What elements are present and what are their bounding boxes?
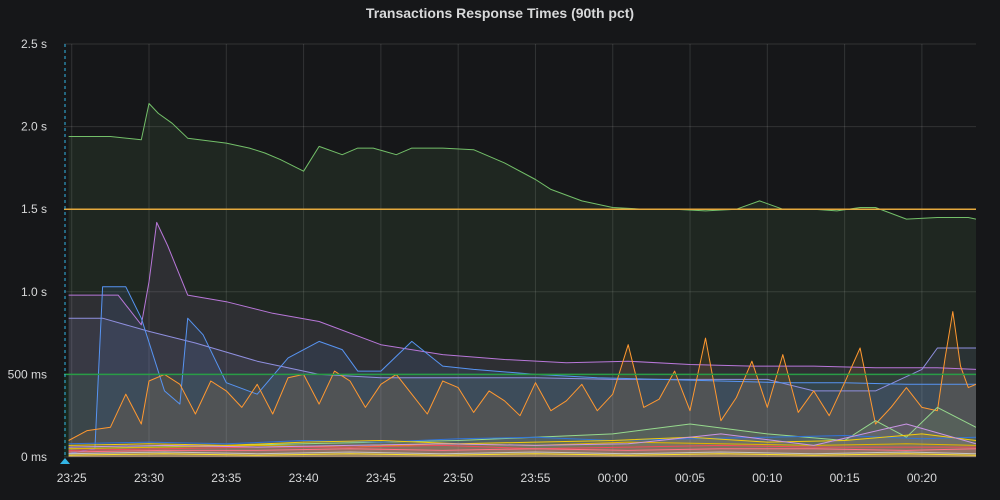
- y-tick-label: 2.0 s: [21, 120, 47, 134]
- series-line-12[interactable]: [68, 451, 976, 455]
- annotation-marker-icon[interactable]: [60, 458, 70, 464]
- x-tick-label: 23:55: [520, 471, 550, 485]
- x-tick-label: 23:50: [443, 471, 473, 485]
- grid-lines: [64, 43, 976, 458]
- series-line-0[interactable]: [68, 103, 976, 220]
- y-tick-label: 500 ms: [8, 367, 47, 381]
- x-tick-label: 00:10: [752, 471, 782, 485]
- y-tick-label: 0 ms: [21, 450, 47, 464]
- series-line-11[interactable]: [68, 423, 976, 448]
- series-line-layer: [68, 103, 976, 456]
- x-tick-label: 23:25: [57, 471, 87, 485]
- series-line-1[interactable]: [68, 221, 976, 370]
- series-line-13[interactable]: [68, 453, 976, 456]
- series-line-5[interactable]: [68, 406, 976, 450]
- x-tick-label: 23:30: [134, 471, 164, 485]
- series-line-10[interactable]: [68, 448, 976, 453]
- x-tick-label: 00:00: [598, 471, 628, 485]
- x-tick-label: 23:45: [366, 471, 396, 485]
- x-tick-label: 23:35: [211, 471, 241, 485]
- y-axis: 0 ms 500 ms 1.0 s 1.5 s 2.0 s 2.5 s: [8, 37, 47, 464]
- x-axis: 23:25 23:30 23:35 23:40 23:45 23:50 23:55 00:00…: [57, 471, 938, 485]
- series-line-7[interactable]: [68, 433, 976, 446]
- threshold-line-layer: [64, 208, 976, 376]
- y-tick-label: 1.0 s: [21, 285, 47, 299]
- series-line-3[interactable]: [68, 286, 976, 455]
- y-tick-label: 1.5 s: [21, 202, 47, 216]
- series-area-3: [68, 286, 976, 457]
- series-area-1: [68, 222, 976, 457]
- x-tick-label: 00:15: [830, 471, 860, 485]
- series-area-4: [68, 311, 976, 457]
- x-tick-label: 23:40: [289, 471, 319, 485]
- panel-title: Transactions Response Times (90th pct): [365, 5, 635, 21]
- time-marker: [60, 44, 70, 464]
- x-tick-label: 00:05: [675, 471, 705, 485]
- y-tick-label: 2.5 s: [21, 37, 47, 51]
- series-line-6[interactable]: [68, 435, 976, 445]
- x-tick-label: 00:20: [907, 471, 937, 485]
- series-area-2: [68, 318, 976, 457]
- series-line-4[interactable]: [68, 311, 976, 441]
- series-fill-layer: [68, 103, 976, 457]
